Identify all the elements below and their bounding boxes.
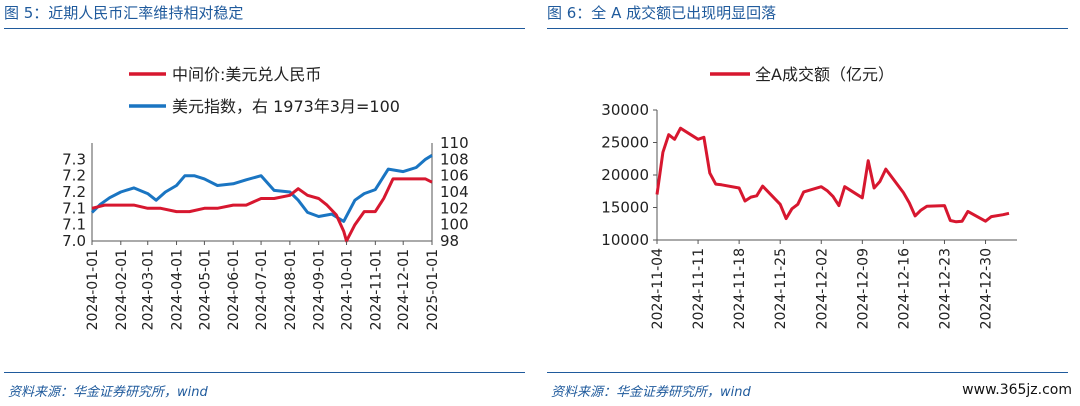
figure-6-panel: 图 6：全 A 成交额已出现明显回落 全A成交额（亿元） 10000 15000 2… [547,0,1072,406]
x-tick-label: 2024-04-01 [170,249,186,330]
x-tick-label: 2024-09-01 [312,249,328,330]
y-tick-label: 30000 [601,101,649,119]
title-divider [4,28,525,29]
y-tick-label: 10000 [601,231,649,249]
x-tick-label: 2024-12-09 [855,248,871,329]
x-tick-label: 2024-05-01 [197,249,213,330]
legend-label-turnover: 全A成交额（亿元） [755,65,894,84]
right-y-tick-label: 106 [440,167,469,185]
x-tick-label: 2024-07-01 [254,249,270,330]
left-y-tick-label: 7.2 [62,183,86,201]
left-y-tick-label: 7.1 [62,216,86,234]
right-y-tick-label: 110 [440,134,469,152]
figure-5-panel: 图 5：近期人民币汇率维持相对稳定 中间价:美元兑人民币美元指数，右 1973年… [4,0,529,406]
x-tick-label: 2024-06-01 [226,249,242,330]
right-y-tick-label: 98 [440,232,459,250]
title-divider [547,28,1068,29]
left-y-tick-label: 7.1 [62,199,86,217]
dollar-index-line [90,154,433,223]
cny-central-parity-line [91,177,433,243]
turnover-line [655,126,1010,224]
right-y-tick-label: 102 [440,199,469,217]
source-divider [547,372,1068,373]
y-tick-label: 20000 [601,166,649,184]
legend-label-cny: 中间价:美元兑人民币 [172,65,321,84]
x-tick-label: 2024-03-01 [141,249,157,330]
x-tick-label: 2024-11-11 [691,248,707,329]
figure-title: 图 6：全 A 成交额已出现明显回落 [547,4,777,22]
x-tick-label: 2024-10-01 [340,249,356,330]
y-tick-label: 15000 [601,199,649,217]
x-tick-label: 2024-12-30 [979,248,995,329]
x-tick-label: 2024-12-02 [814,248,830,329]
right-y-tick-label: 104 [440,183,469,201]
x-tick-label: 2024-12-16 [896,248,912,329]
left-y-tick-label: 7.3 [62,150,86,168]
legend-label-dollar-index: 美元指数，右 1973年3月=100 [172,97,400,116]
x-tick-label: 2025-01-01 [425,249,441,330]
source-note: 资料来源：华金证券研究所，wind [8,385,208,400]
x-tick-label: 2024-11-04 [650,248,666,329]
x-tick-label: 2024-12-23 [937,248,953,329]
x-tick-label: 2024-11-18 [732,248,748,329]
x-tick-label: 2024-02-01 [114,249,130,330]
right-y-tick-label: 108 [440,150,469,168]
x-tick-label: 2024-12-01 [396,249,412,330]
right-y-tick-label: 100 [440,216,469,234]
figure-title: 图 5：近期人民币汇率维持相对稳定 [4,4,244,22]
source-divider [4,372,525,373]
watermark-text: www.365jz.com [962,382,1072,398]
a-share-turnover-chart: 全A成交额（亿元） 10000 15000 20000 25000 30000 2024… [601,65,1017,329]
source-note: 资料来源：华金证券研究所，wind [551,385,751,400]
x-tick-label: 2024-11-01 [368,249,384,330]
left-y-tick-label: 7.2 [62,167,86,185]
x-tick-label: 2024-01-01 [85,249,101,330]
x-tick-label: 2024-08-01 [283,249,299,330]
x-tick-label: 2024-11-25 [773,248,789,329]
y-tick-label: 25000 [601,134,649,152]
left-y-tick-label: 7.0 [62,232,86,250]
